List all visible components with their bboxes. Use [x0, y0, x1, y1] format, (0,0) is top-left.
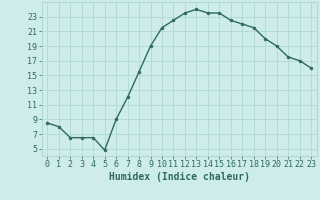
X-axis label: Humidex (Indice chaleur): Humidex (Indice chaleur) — [109, 172, 250, 182]
